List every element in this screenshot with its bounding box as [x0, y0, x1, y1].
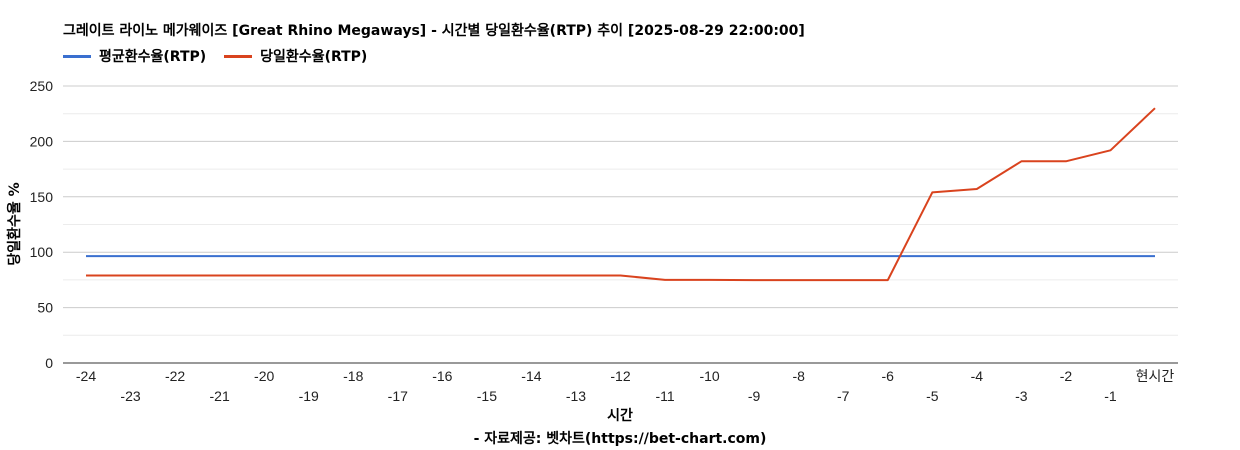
x-tick-label: -5 [926, 388, 939, 404]
x-tick-label: -9 [748, 388, 761, 404]
x-tick-label: -17 [388, 388, 408, 404]
series-line-daily-rtp [86, 107, 1156, 282]
y-tick-label: 200 [30, 133, 54, 149]
y-tick-label: 250 [30, 78, 54, 94]
y-tick-label: 150 [30, 189, 54, 205]
chart-legend: 평균환수율(RTP) 당일환수율(RTP) [63, 46, 385, 66]
chart-title: 그레이트 라이노 메가웨이즈 [Great Rhino Megaways] - … [63, 23, 805, 39]
x-tick-label: -12 [610, 368, 630, 384]
x-tick-label: -21 [210, 388, 230, 404]
x-tick-label: -18 [343, 368, 363, 384]
x-tick-label: -4 [971, 368, 984, 384]
x-tick-label: -10 [699, 368, 719, 384]
x-tick-label: -14 [521, 368, 541, 384]
source-credit: - 자료제공: 벳차트(https://bet-chart.com) [473, 431, 767, 447]
x-tick-label: -1 [1104, 388, 1117, 404]
x-tick-label: -22 [165, 368, 185, 384]
x-tick-label: -23 [120, 388, 140, 404]
x-tick-label: -16 [432, 368, 452, 384]
y-axis-title: 당일환수율 % [6, 182, 23, 265]
x-tick-label: -19 [299, 388, 319, 404]
legend-swatch-daily [224, 54, 253, 58]
legend-label-average: 평균환수율(RTP) [99, 49, 207, 65]
x-tick-label: -11 [655, 388, 674, 404]
x-tick-label: -13 [566, 388, 586, 404]
x-tick-label: -20 [254, 368, 274, 384]
y-tick-label: 50 [37, 300, 53, 316]
y-tick-label: 0 [45, 355, 53, 371]
legend-label-daily: 당일환수율(RTP) [260, 49, 368, 65]
x-tick-label: -3 [1015, 388, 1028, 404]
x-tick-label: -6 [882, 368, 895, 384]
legend-item-average-rtp[interactable]: 평균환수율(RTP) [63, 46, 206, 66]
y-tick-label: 100 [30, 244, 54, 260]
x-tick-label: -24 [76, 368, 96, 384]
x-tick-label: 현시간 [1136, 368, 1175, 384]
x-tick-label: -15 [477, 388, 497, 404]
x-axis-title: 시간 [607, 407, 633, 424]
legend-swatch-average [63, 54, 91, 58]
x-tick-label: -2 [1060, 368, 1073, 384]
legend-item-daily-rtp[interactable]: 당일환수율(RTP) [224, 46, 367, 66]
x-tick-label: -8 [792, 368, 805, 384]
x-tick-label: -7 [837, 388, 850, 404]
